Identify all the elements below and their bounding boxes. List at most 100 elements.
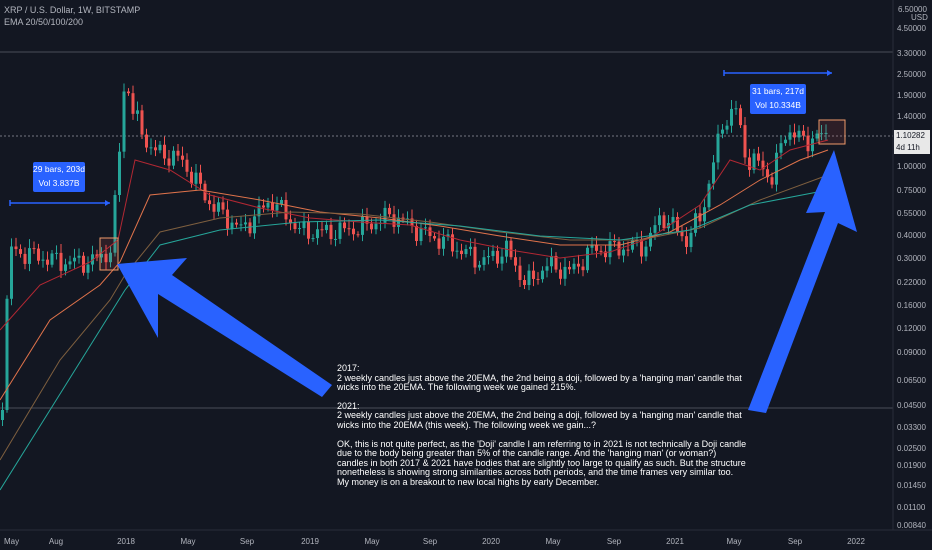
candle-body [631, 240, 634, 250]
candle-body [730, 108, 733, 126]
measure-volume-text: Vol 3.837B [38, 178, 80, 188]
candle-body [743, 125, 747, 158]
price-tick-label: 0.75000 [897, 186, 926, 195]
candle-body [235, 222, 238, 225]
indicator-legend[interactable]: EMA 20/50/100/200 [4, 17, 84, 27]
candle-body [496, 250, 499, 264]
candle-body [109, 252, 112, 263]
candle-body [86, 264, 90, 273]
candle-body [689, 232, 693, 247]
candle-body [703, 207, 706, 222]
candle-body [131, 93, 135, 114]
highlight-box-2017 [99, 237, 119, 271]
candle-body [536, 278, 540, 280]
price-tick-label: 4.50000 [897, 24, 926, 33]
candle-body [118, 151, 121, 196]
ema100-line [0, 174, 829, 461]
candle-body [721, 129, 724, 134]
candle-body [788, 132, 792, 140]
price-tick-label: 0.09000 [897, 348, 926, 357]
candle-body [397, 217, 400, 227]
symbol-title[interactable]: XRP / U.S. Dollar, 1W, BITSTAMP [4, 5, 141, 15]
candle-body [581, 266, 585, 271]
candle-body [271, 202, 274, 211]
candle-body [487, 256, 490, 258]
candle-body [23, 253, 27, 264]
candle-body [149, 147, 153, 149]
candle-body [50, 253, 54, 265]
candle-body [280, 200, 283, 205]
time-tick-label: Aug [49, 537, 63, 546]
candle-body [217, 202, 220, 212]
candle-body [527, 270, 531, 286]
time-tick-label: 2022 [847, 537, 865, 546]
candle-body [545, 266, 549, 271]
time-tick-label: Sep [607, 537, 622, 546]
candle-body [757, 153, 760, 161]
candle-body [370, 223, 373, 230]
candle-body [676, 216, 679, 232]
candle-body [455, 250, 459, 252]
currency-label: USD [911, 13, 928, 22]
candle-body [442, 236, 445, 249]
candle-body [248, 222, 252, 234]
candle-body [19, 249, 22, 254]
time-tick-label: May [364, 537, 379, 546]
candle-body [419, 227, 423, 242]
measure-label-2017: 29 bars, 203d Vol 3.837B [33, 162, 85, 192]
time-tick-label: 2021 [666, 537, 684, 546]
candle-body [158, 144, 162, 151]
candle-body [32, 248, 36, 250]
candle-body [739, 108, 742, 126]
measure-bars-text: 29 bars, 203d [33, 164, 85, 174]
candle-body [239, 224, 243, 226]
candle-body [289, 219, 292, 224]
candle-body [181, 155, 184, 160]
price-tick-label: 2.50000 [897, 70, 926, 79]
price-tick-label: 1.90000 [897, 91, 926, 100]
price-tick-label: 1.40000 [897, 112, 926, 121]
time-tick-label: Sep [240, 537, 255, 546]
time-axis[interactable]: May Aug 2018 May Sep 2019 May Sep 2020 May Sep 2021… [4, 537, 865, 546]
candle-body [775, 152, 778, 185]
candle-body [644, 246, 648, 257]
price-tick-label: 0.55000 [897, 209, 926, 218]
candle-body [599, 250, 603, 252]
candle-body [293, 223, 297, 230]
candle-body [518, 265, 522, 281]
candle-body [343, 222, 346, 229]
candle-body [154, 147, 157, 151]
annotation-note[interactable]: 2017: 2 weekly candles just above the 20… [337, 363, 747, 497]
candle-body [77, 255, 81, 258]
candle-body [590, 244, 594, 248]
candle-body [59, 252, 63, 271]
candle-body [199, 172, 202, 184]
candle-body [383, 207, 387, 223]
candle-body [572, 263, 576, 270]
price-tick-label: 0.30000 [897, 254, 926, 263]
price-tick-label: 0.12000 [897, 324, 926, 333]
candle-body [622, 249, 625, 256]
candle-body [712, 162, 715, 184]
candle-body [140, 110, 144, 135]
candle-body [698, 213, 702, 222]
candle-body [41, 259, 45, 261]
price-axis[interactable]: 4.50000 3.30000 2.50000 1.90000 1.40000 1.000… [897, 0, 926, 530]
candle-body [325, 224, 328, 231]
time-tick-label: 2020 [482, 537, 500, 546]
candle-body [82, 255, 85, 273]
candle-body [604, 251, 607, 258]
candle-body [311, 238, 315, 240]
candle-body [127, 91, 130, 94]
candle-body [347, 228, 351, 230]
big-arrow-left [117, 258, 332, 397]
candle-body [725, 125, 729, 130]
bar-countdown-label: 4d 11h [894, 142, 930, 154]
candle-body [172, 150, 175, 166]
candle-body [446, 234, 450, 237]
candle-body [608, 241, 612, 258]
candle-body [176, 150, 180, 156]
time-tick-label: Sep [423, 537, 438, 546]
candle-body [275, 204, 279, 211]
